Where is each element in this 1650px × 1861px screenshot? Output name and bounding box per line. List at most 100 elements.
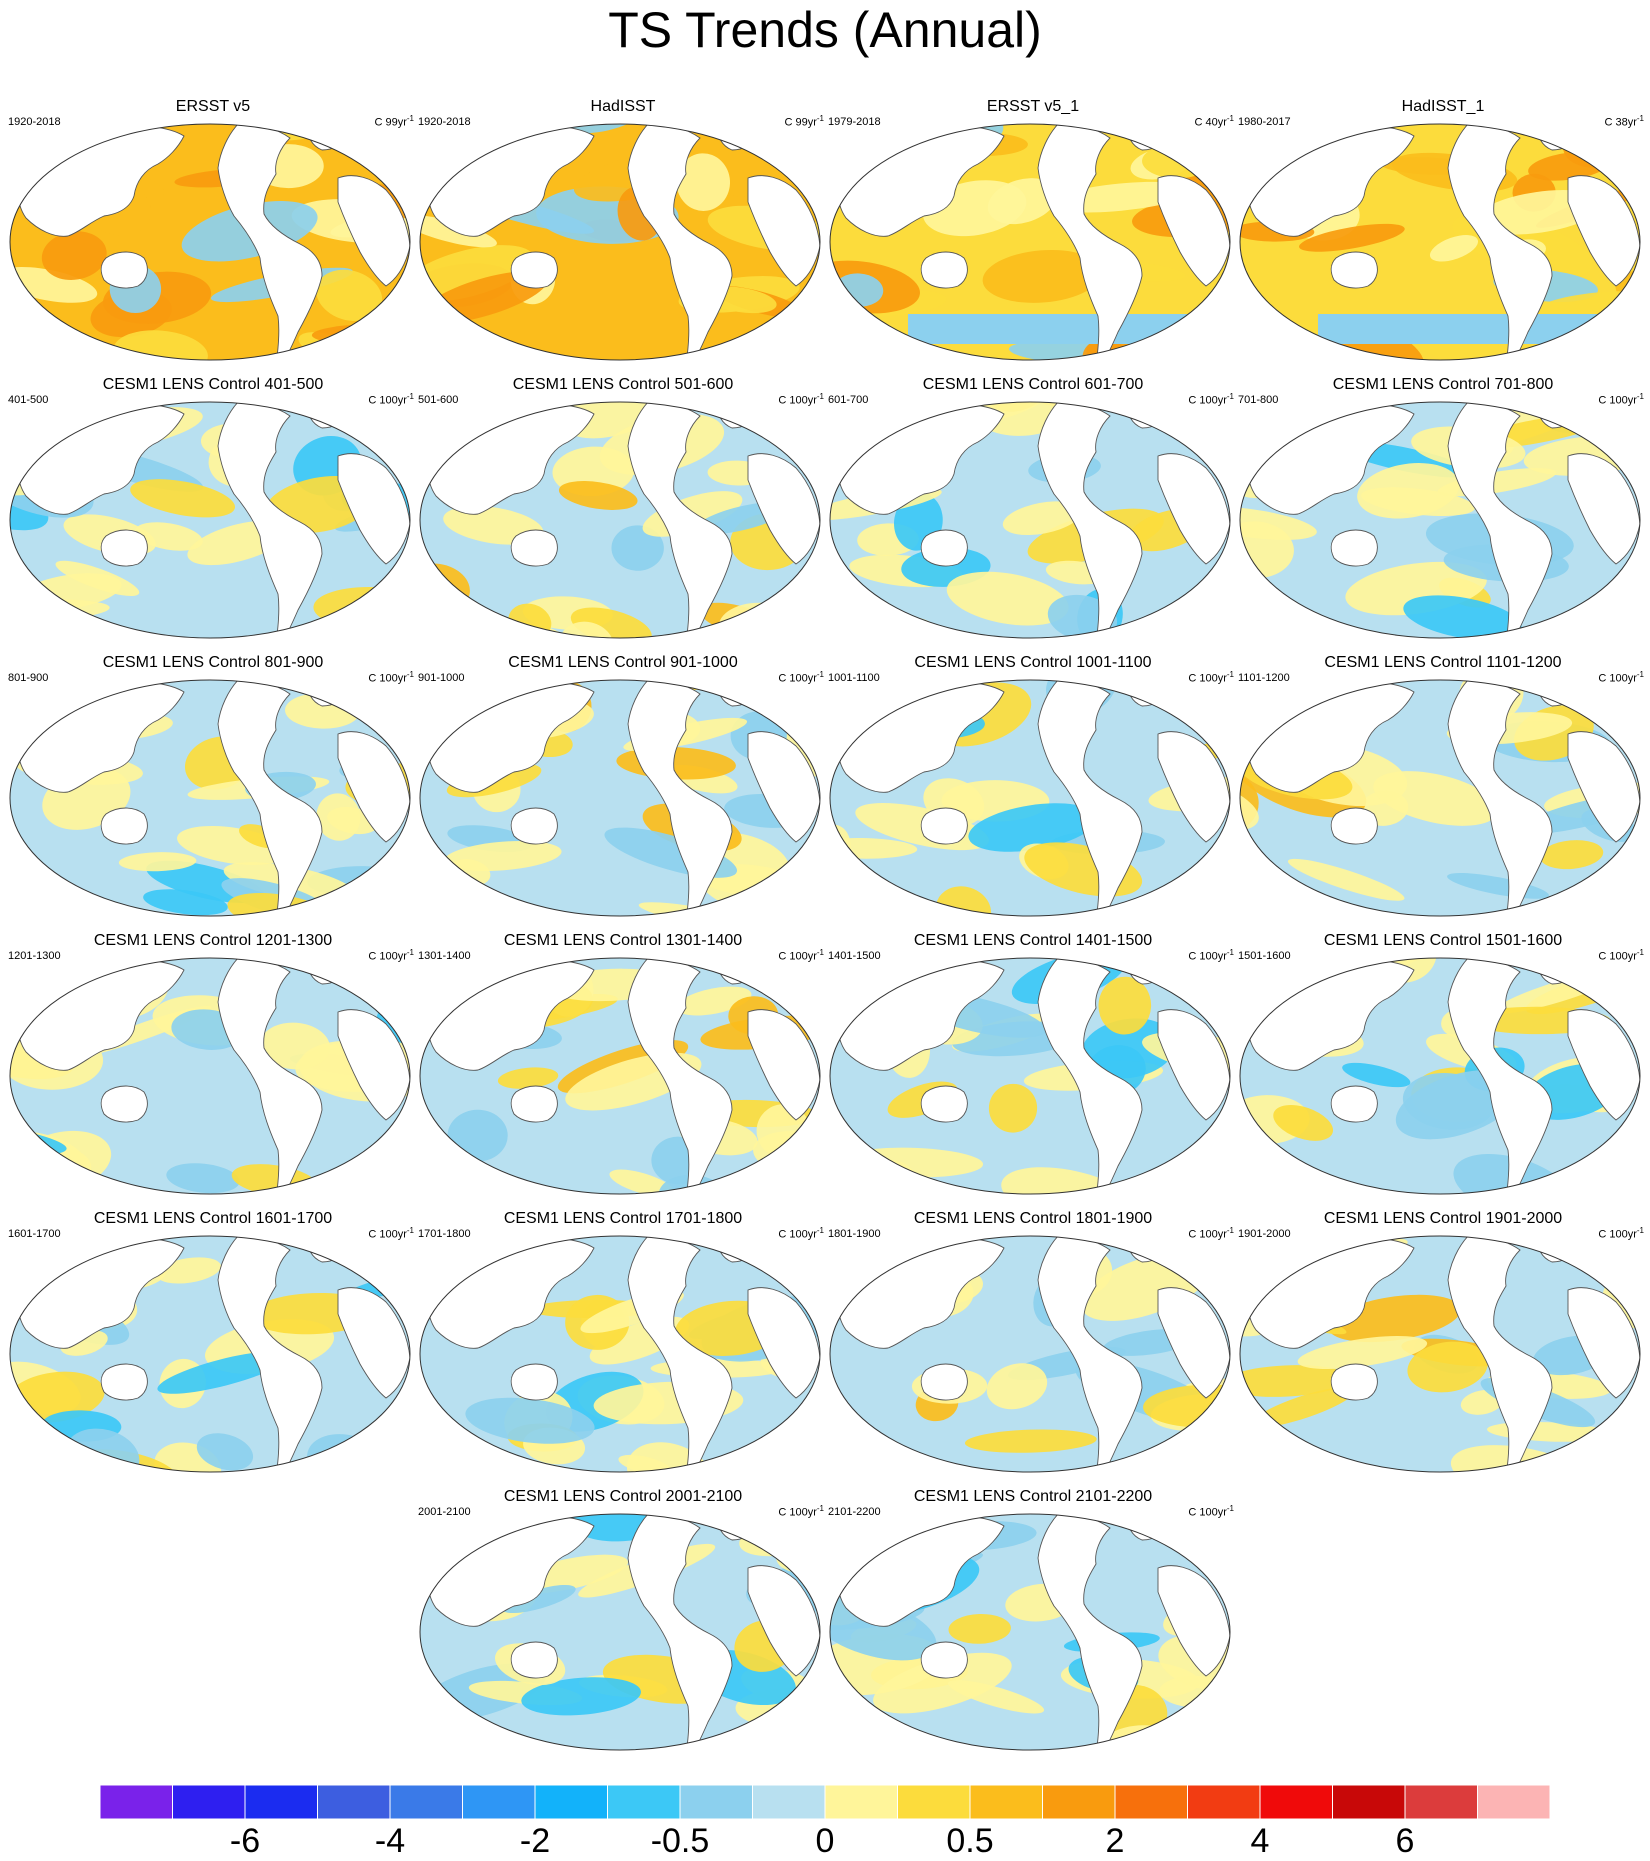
panel-period: 1401-1500 <box>828 950 881 962</box>
panel-units: C 100yr-1 <box>368 391 414 407</box>
panel-title: CESM1 LENS Control 701-800 <box>1332 376 1554 393</box>
colorbar-label: 4 <box>1250 1822 1270 1860</box>
colorbar-label: 0 <box>815 1822 835 1860</box>
panel-units-exponent: -1 <box>1636 392 1644 401</box>
panel-period: 1501-1600 <box>1238 950 1291 962</box>
panel-period: 1101-1200 <box>1238 672 1290 684</box>
colorbar-label: -6 <box>229 1822 261 1860</box>
trend-map <box>9 679 411 917</box>
colorbar-swatch <box>679 1785 753 1819</box>
panel-title: CESM1 LENS Control 901-1000 <box>508 654 738 671</box>
map-panel: CESM1 LENS Control 1201-1300 1201-1300 C 1… <box>8 932 418 1214</box>
colorbar-label: 6 <box>1395 1822 1415 1860</box>
panel-period: 501-600 <box>418 394 459 406</box>
map-panel: CESM1 LENS Control 701-800 701-800 C 100yr… <box>1238 376 1648 658</box>
panel-units-exponent: -1 <box>1226 948 1234 957</box>
panel-units-text: C 99yr <box>784 116 817 129</box>
trend-map <box>829 1513 1231 1751</box>
map-panel: CESM1 LENS Control 1401-1500 1401-1500 C 1… <box>828 932 1238 1214</box>
trend-map <box>419 1235 821 1473</box>
figure-title: TS Trends (Annual) <box>608 2 1042 58</box>
panel-units-exponent: -1 <box>816 392 824 401</box>
colorbar-label: -0.5 <box>650 1822 710 1860</box>
panel-units-text: C 100yr <box>778 394 817 407</box>
panel-title: CESM1 LENS Control 1801-1900 <box>913 1210 1153 1227</box>
panel-title: CESM1 LENS Control 1701-1800 <box>503 1210 743 1227</box>
map-panel: CESM1 LENS Control 1801-1900 1801-1900 C 1… <box>828 1210 1238 1492</box>
panel-title: CESM1 LENS Control 1301-1400 <box>503 932 743 949</box>
panel-period: 1901-2000 <box>1238 1228 1291 1240</box>
trend-map <box>1239 1235 1641 1473</box>
panel-units-exponent: -1 <box>406 948 414 957</box>
map-panel: CESM1 LENS Control 1001-1100 1001-1100 C 1… <box>828 654 1238 936</box>
panel-units-exponent: -1 <box>1226 392 1234 401</box>
map-panel: CESM1 LENS Control 2001-2100 2001-2100 C 1… <box>418 1488 828 1770</box>
panel-units: C 100yr-1 <box>778 1225 824 1241</box>
colorbar-swatch <box>100 1785 173 1819</box>
panel-units-text: C 100yr <box>778 1506 817 1519</box>
colorbar-swatch <box>824 1785 898 1819</box>
map-panel: CESM1 LENS Control 1901-2000 1901-2000 C 1… <box>1238 1210 1648 1492</box>
panel-period: 1801-1900 <box>828 1228 881 1240</box>
panel-period: 401-500 <box>8 394 49 406</box>
panel-units: C 100yr-1 <box>1188 1225 1234 1241</box>
trend-map <box>829 123 1231 361</box>
panel-units-exponent: -1 <box>816 670 824 679</box>
map-panel: ERSST v5_1 1979-2018 C 40yr-1 <box>828 98 1238 380</box>
trend-map <box>9 957 411 1195</box>
panel-period: 1601-1700 <box>8 1228 61 1240</box>
panel-units-text: C 40yr <box>1194 116 1227 129</box>
panel-units-exponent: -1 <box>1226 1504 1234 1513</box>
panel-units-text: C 100yr <box>1598 1228 1637 1241</box>
panel-units: C 100yr-1 <box>368 1225 414 1241</box>
trend-map <box>1239 957 1641 1195</box>
panel-units: C 100yr-1 <box>778 669 824 685</box>
panel-title: CESM1 LENS Control 501-600 <box>512 376 734 393</box>
panel-units-exponent: -1 <box>406 392 414 401</box>
colorbar-label: 2 <box>1105 1822 1125 1860</box>
map-panel: CESM1 LENS Control 801-900 801-900 C 100yr… <box>8 654 418 936</box>
panel-title: HadISST_1 <box>1401 98 1485 115</box>
panel-units-exponent: -1 <box>1636 670 1644 679</box>
panel-title: CESM1 LENS Control 1401-1500 <box>913 932 1153 949</box>
panel-units: C 100yr-1 <box>778 1503 824 1519</box>
trend-map <box>1239 123 1641 361</box>
panel-units-exponent: -1 <box>816 948 824 957</box>
map-panel: HadISST_1 1980-2017 C 38yr-1 <box>1238 98 1648 380</box>
panel-period: 901-1000 <box>418 672 465 684</box>
panel-title: ERSST v5 <box>175 98 251 115</box>
panel-title: CESM1 LENS Control 1501-1600 <box>1323 932 1563 949</box>
trend-map <box>419 401 821 639</box>
panel-units-text: C 100yr <box>1188 1228 1227 1241</box>
colorbar-swatch <box>1477 1785 1550 1819</box>
panel-title: HadISST <box>590 98 656 115</box>
panel-units-text: C 100yr <box>1188 950 1227 963</box>
trend-map <box>419 123 821 361</box>
map-panel: CESM1 LENS Control 1101-1200 1101-1200 C 1… <box>1238 654 1648 936</box>
trend-map <box>9 1235 411 1473</box>
panel-units-text: C 100yr <box>1598 394 1637 407</box>
map-panel: ERSST v5 1920-2018 C 99yr-1 <box>8 98 418 380</box>
panel-title: CESM1 LENS Control 1901-2000 <box>1323 1210 1563 1227</box>
panel-period: 1001-1100 <box>828 672 880 684</box>
panel-units-exponent: -1 <box>1636 948 1644 957</box>
panel-title: CESM1 LENS Control 1201-1300 <box>93 932 333 949</box>
panel-title: CESM1 LENS Control 1001-1100 <box>914 654 1152 671</box>
colorbar-swatch <box>1332 1785 1406 1819</box>
panel-units-text: C 100yr <box>368 394 407 407</box>
panel-units: C 100yr-1 <box>368 669 414 685</box>
panel-units-text: C 100yr <box>368 1228 407 1241</box>
panel-period: 1201-1300 <box>8 950 61 962</box>
colorbar-swatch <box>969 1785 1043 1819</box>
panel-units-text: C 100yr <box>1188 394 1227 407</box>
panel-units-exponent: -1 <box>1226 114 1234 123</box>
colorbar-swatch <box>389 1785 463 1819</box>
colorbar-swatch <box>172 1785 246 1819</box>
map-panel: CESM1 LENS Control 1501-1600 1501-1600 C 1… <box>1238 932 1648 1214</box>
panel-units-exponent: -1 <box>1636 114 1644 123</box>
trend-map <box>1239 679 1641 917</box>
panel-units: C 100yr-1 <box>1188 391 1234 407</box>
panel-period: 1920-2018 <box>8 116 61 128</box>
trend-map <box>829 957 1231 1195</box>
trend-map <box>829 679 1231 917</box>
